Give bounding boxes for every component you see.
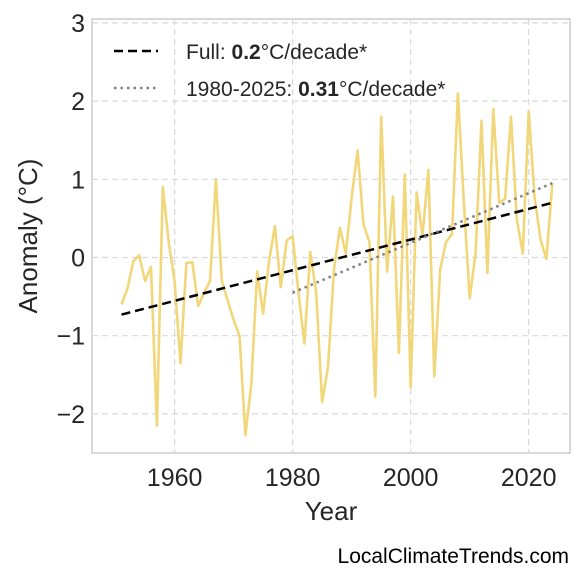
y-tick-label: −1 [56, 323, 85, 351]
x-tick-label: 1980 [265, 464, 321, 492]
x-tick-label: 2000 [383, 464, 439, 492]
recent-trend-line [292, 182, 553, 294]
series-group [120, 92, 554, 437]
anomaly-series-line [120, 92, 554, 437]
y-tick-labels: −2 −1 0 1 2 3 [56, 10, 85, 429]
legend-full-label: Full: 0.2°C/decade* [186, 41, 367, 64]
legend-recent-label: 1980-2025: 0.31°C/decade* [186, 78, 445, 101]
plot-frame [91, 18, 571, 454]
y-tick-label: 3 [71, 10, 85, 38]
x-tick-label: 2020 [501, 464, 557, 492]
watermark: LocalClimateTrends.com [337, 545, 569, 568]
y-tick-label: 1 [71, 166, 85, 194]
legend: Full: 0.2°C/decade* 1980-2025: 0.31°C/de… [114, 41, 445, 101]
x-tick-label: 1960 [147, 464, 203, 492]
x-tick-labels: 1960 1980 2000 2020 [147, 464, 557, 492]
y-tick-label: 0 [71, 245, 85, 273]
y-axis-label: Anomaly (°C) [13, 159, 43, 314]
y-tick-label: −2 [56, 401, 85, 429]
full-trend-line [121, 201, 553, 316]
y-tick-label: 2 [71, 88, 85, 116]
x-axis-label: Year [305, 496, 358, 526]
